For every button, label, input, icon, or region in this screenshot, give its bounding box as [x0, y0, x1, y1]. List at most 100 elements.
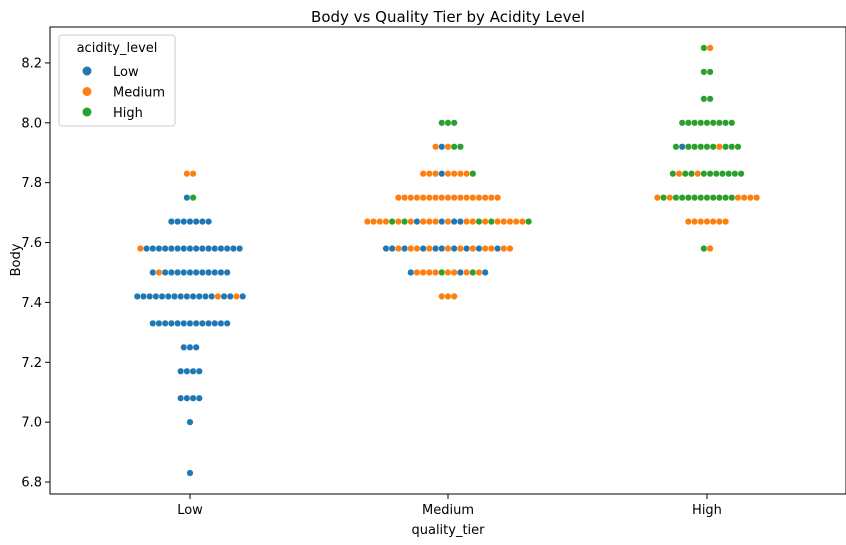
data-point [167, 218, 175, 226]
data-point [706, 170, 714, 178]
data-point [444, 292, 452, 300]
data-point [438, 194, 446, 202]
data-point [174, 218, 182, 226]
data-point [703, 119, 711, 127]
data-point [475, 194, 483, 202]
data-point [438, 245, 446, 253]
data-point [463, 245, 471, 253]
data-point [211, 245, 219, 253]
data-point [186, 319, 194, 327]
data-point [217, 245, 225, 253]
data-point [413, 245, 421, 253]
data-point [506, 218, 514, 226]
data-point [678, 194, 686, 202]
data-point [500, 245, 508, 253]
data-point [691, 143, 699, 151]
legend-title: acidity_level [77, 41, 158, 56]
data-point [223, 319, 231, 327]
data-point [678, 119, 686, 127]
data-point [494, 245, 502, 253]
data-point [161, 319, 169, 327]
data-point [456, 194, 464, 202]
data-point [180, 268, 188, 276]
data-point [463, 268, 471, 276]
data-point [463, 194, 471, 202]
x-axis: Low Medium High [177, 494, 722, 518]
data-point [382, 218, 390, 226]
data-point [722, 194, 730, 202]
data-point [737, 170, 745, 178]
y-tick-label: 7.6 [21, 236, 42, 251]
data-point [487, 218, 495, 226]
data-point [201, 292, 209, 300]
data-point [195, 292, 203, 300]
data-point [174, 245, 182, 253]
data-point [475, 245, 483, 253]
data-point [653, 194, 661, 202]
data-point [177, 394, 185, 402]
data-point [731, 170, 739, 178]
data-point [706, 95, 714, 103]
data-point [700, 170, 708, 178]
data-point [432, 143, 440, 151]
y-tick-label: 8.0 [21, 116, 42, 131]
data-point [152, 292, 160, 300]
data-point [407, 245, 415, 253]
data-point [180, 343, 188, 351]
y-axis: 6.8 7.0 7.2 7.4 7.6 7.8 8.0 8.2 [21, 56, 50, 491]
data-point [444, 218, 452, 226]
data-point [463, 218, 471, 226]
data-point [700, 245, 708, 253]
data-point [195, 394, 203, 402]
y-tick-label: 7.4 [21, 296, 42, 311]
data-point [475, 268, 483, 276]
data-point [208, 292, 216, 300]
data-point [463, 170, 471, 178]
data-point [170, 292, 178, 300]
data-point [183, 170, 191, 178]
data-point [425, 194, 433, 202]
data-point [388, 245, 396, 253]
data-point [133, 292, 141, 300]
data-point [697, 194, 705, 202]
data-point [438, 218, 446, 226]
data-point [450, 292, 458, 300]
data-point [700, 44, 708, 52]
data-point [419, 218, 427, 226]
data-point [217, 268, 225, 276]
data-point [450, 194, 458, 202]
data-point [183, 292, 191, 300]
data-point [438, 170, 446, 178]
data-point [164, 292, 172, 300]
data-point [198, 319, 206, 327]
data-point [229, 245, 237, 253]
data-point [494, 218, 502, 226]
data-point [450, 268, 458, 276]
data-point [487, 194, 495, 202]
x-tick-label: Low [177, 503, 203, 518]
data-point [734, 143, 742, 151]
data-point [725, 170, 733, 178]
data-point [456, 268, 464, 276]
data-point [192, 245, 200, 253]
data-point [155, 268, 163, 276]
data-point [675, 170, 683, 178]
data-point [425, 268, 433, 276]
data-point [706, 44, 714, 52]
data-point [469, 218, 477, 226]
data-point [419, 194, 427, 202]
data-point [432, 194, 440, 202]
data-point [211, 319, 219, 327]
data-point [672, 143, 680, 151]
data-point [189, 170, 197, 178]
data-point [709, 119, 717, 127]
data-point [425, 218, 433, 226]
data-point [183, 194, 191, 202]
data-point [205, 319, 213, 327]
data-point [143, 245, 151, 253]
data-point [186, 268, 194, 276]
data-point [722, 143, 730, 151]
data-point [192, 218, 200, 226]
legend-marker [82, 107, 92, 117]
data-point [481, 268, 489, 276]
